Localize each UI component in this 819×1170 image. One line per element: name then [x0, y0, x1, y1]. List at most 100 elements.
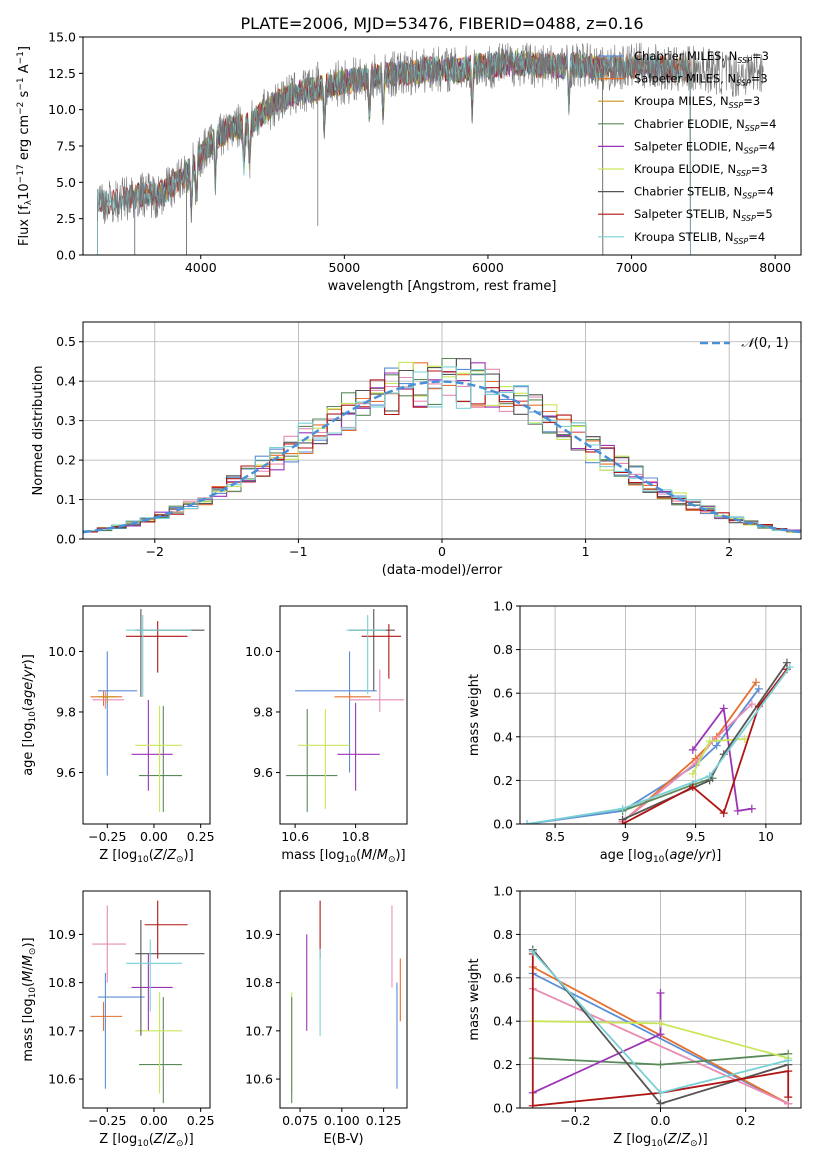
y-tick-label: 5.0 [56, 175, 76, 190]
y-tick-label: 9.8 [253, 704, 273, 719]
label-part: Z [ [99, 848, 117, 863]
weight-marker [754, 684, 763, 693]
weight-marker [618, 820, 627, 824]
x-tick-label: 10.6 [281, 829, 309, 844]
weight-marker [784, 1056, 793, 1065]
y-tick-label: 0.4 [493, 729, 513, 744]
label-part: Z [680, 1132, 691, 1147]
label-part: / [372, 848, 377, 863]
x-tick-label: 10 [758, 829, 774, 844]
weight-marker [784, 1067, 793, 1076]
label-part: 10 [17, 183, 32, 200]
normal-curve [83, 380, 801, 534]
figure-title: PLATE=2006, MJD=53476, FIBERID=0488, z=0… [240, 14, 643, 33]
label-part: log [325, 848, 345, 863]
label-part: log [21, 998, 36, 1018]
y-axis-label: mass weight [467, 958, 482, 1040]
legend-tail: =3 [752, 49, 769, 63]
axes-frame [519, 605, 802, 825]
legend-tail: =4 [757, 185, 774, 199]
x-axis-label: Z [log10(Z/Z⊙)] [613, 1132, 707, 1149]
y-tick-label: 10.7 [48, 1023, 76, 1038]
label-part: 10 [137, 1139, 149, 1149]
y-tick-label: 0.3 [56, 413, 76, 428]
y-tick-label: 12.5 [48, 66, 76, 81]
y-tick-label: 0.4 [56, 374, 76, 389]
label-part: Z [166, 1132, 177, 1147]
x-tick-label: 0 [438, 544, 446, 559]
x-tick-label: 0.125 [366, 1113, 402, 1128]
legend-entry: Kroupa STELIB, NSSP=4 [634, 230, 765, 246]
label-part: yr [697, 848, 713, 863]
label-part: )] [184, 848, 194, 863]
label-part: )] [21, 937, 36, 947]
y-tick-label: 0.0 [56, 532, 76, 547]
weight-marker [688, 769, 697, 778]
x-tick-label: 8.5 [545, 829, 565, 844]
y-tick-label: 10.8 [48, 975, 76, 990]
y-tick-label: 1.0 [493, 599, 513, 614]
legend-text: Chabrier STELIB, N [634, 185, 742, 199]
label-part: ⊙ [176, 855, 184, 865]
legend-entry: Salpeter MILES, NSSP=3 [634, 72, 768, 88]
axes-frame [519, 890, 802, 1109]
y-tick-label: 0.2 [56, 453, 76, 468]
y-tick-label: 1.0 [493, 884, 513, 899]
axes-frame [82, 36, 802, 256]
plot-area [83, 357, 801, 534]
x-tick-label: 7000 [616, 260, 648, 275]
weight-marker [688, 782, 697, 791]
label-part: ( [21, 706, 36, 711]
plot-area [97, 42, 764, 255]
x-tick-label: 0.2 [736, 1113, 756, 1128]
weight-marker [528, 1101, 537, 1108]
label-part: M [21, 955, 36, 966]
label-part: λ [24, 199, 34, 205]
label-part: )] [21, 654, 36, 664]
legend-entry: Chabrier ELODIE, NSSP=4 [634, 117, 776, 133]
label-part: Flux [f [17, 205, 32, 246]
axes-frame [82, 321, 802, 540]
axes-frame [82, 890, 211, 1109]
y-tick-label: 7.5 [56, 139, 76, 154]
x-tick-label: 8000 [759, 260, 791, 275]
weight-line [532, 972, 789, 1105]
label-part: 10 [651, 1139, 663, 1149]
y-axis-label: mass weight [467, 674, 482, 756]
weight-marker [785, 663, 794, 672]
label-part: −1 [16, 51, 26, 64]
panel-hist: −2 −1 0 1 2 0.0 0.1 0.2 0.3 0.4 0.5 (data-model)/er… [31, 321, 802, 578]
panel-age_vs_Z: −0.25 0.00 0.259.69.810.0Z [log10(Z/Z⊙)]ag… [21, 605, 215, 865]
label-part: / [21, 677, 36, 682]
weight-marker [705, 772, 714, 781]
legend-text: Kroupa ELODIE, N [634, 162, 736, 176]
x-tick-label: 5000 [328, 260, 360, 275]
y-tick-label: 0.2 [493, 1057, 513, 1072]
label-part: / [694, 848, 699, 863]
label-part: Z [166, 848, 177, 863]
label-part: / [677, 1132, 682, 1147]
label-part: Z [667, 1132, 678, 1147]
x-tick-label: −2 [146, 544, 164, 559]
x-axis-label: mass [log10(M/M⊙)] [281, 848, 405, 865]
label-part: ( [149, 1132, 154, 1147]
legend-sub: SSP [734, 237, 749, 246]
weight-line [532, 987, 789, 1105]
x-tick-label: 9 [621, 829, 629, 844]
label-part: )] [395, 848, 405, 863]
legend-text: Kroupa MILES, N [634, 94, 729, 108]
y-tick-label: 2.5 [56, 211, 76, 226]
legend-sub: SSP [741, 214, 756, 223]
y-tick-label: 10.9 [48, 927, 76, 942]
plot-area [523, 658, 794, 824]
label-part: 10 [137, 855, 149, 865]
y-tick-label: 10.7 [245, 1023, 273, 1038]
legend-sub: SSP [736, 169, 751, 178]
label-part: s [17, 90, 32, 101]
x-axis-label: wavelength [Angstrom, rest frame] [328, 279, 557, 294]
label-part: age [21, 682, 36, 706]
label-part: 10 [28, 711, 38, 723]
y-tick-label: 0.1 [56, 492, 76, 507]
x-axis-label: E(B-V) [323, 1132, 363, 1147]
